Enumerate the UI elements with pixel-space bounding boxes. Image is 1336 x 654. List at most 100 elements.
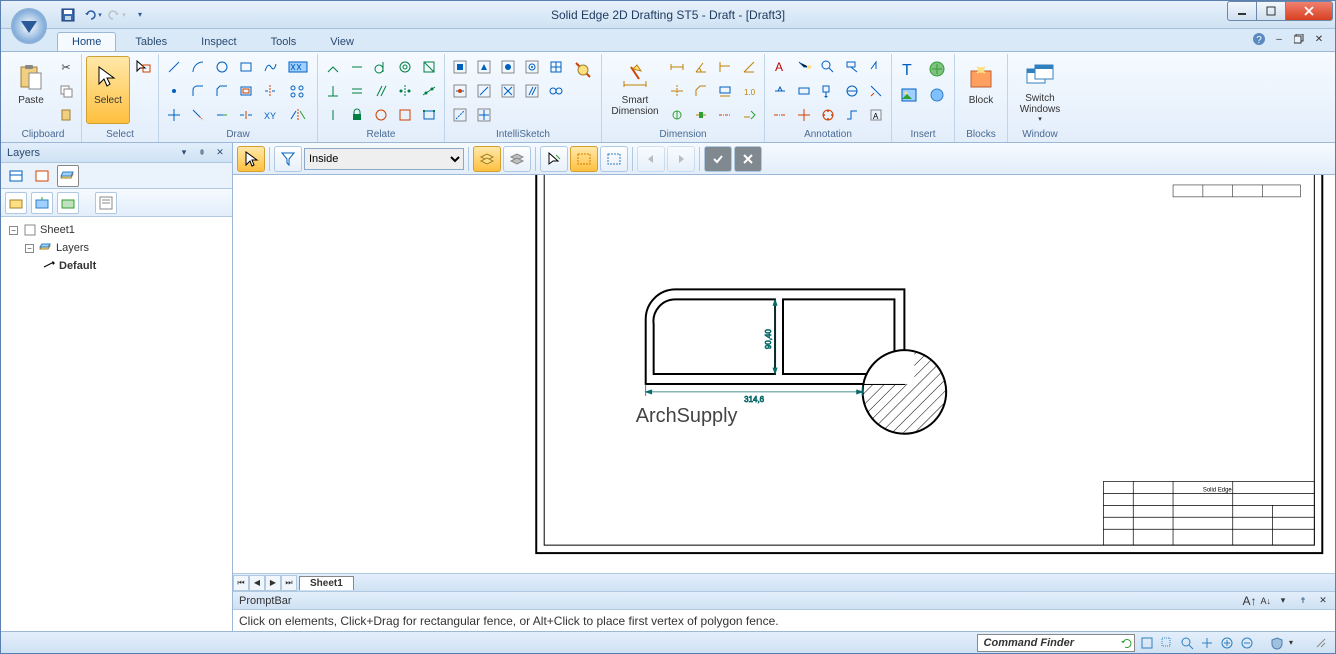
layer-move[interactable] (31, 192, 53, 214)
extend-button[interactable] (211, 104, 233, 126)
is-tangent[interactable] (473, 80, 495, 102)
prompt-close-icon[interactable]: ✕ (1315, 593, 1331, 609)
split-button[interactable] (235, 104, 257, 126)
is-grid[interactable] (545, 56, 567, 78)
ribbon-tab-inspect[interactable]: Inspect (186, 32, 251, 51)
line-button[interactable] (163, 56, 185, 78)
collinear-button[interactable] (418, 80, 440, 102)
copy-button[interactable] (55, 80, 77, 102)
cmd-layers[interactable] (473, 146, 501, 172)
layer-options[interactable] (95, 192, 117, 214)
mirror-button[interactable] (283, 104, 313, 126)
is-ext1[interactable] (449, 104, 471, 126)
trim-button[interactable] (187, 104, 209, 126)
arc-button[interactable] (187, 56, 209, 78)
tree-sheet-node[interactable]: − Sheet1 (5, 221, 228, 239)
dim-retrieve[interactable] (666, 104, 688, 126)
feature-button[interactable] (793, 80, 815, 102)
dim-chamfer[interactable] (690, 80, 712, 102)
dim-angle[interactable] (690, 56, 712, 78)
tree-collapse-icon[interactable]: − (25, 244, 34, 253)
panel-options-icon[interactable]: ▾ (176, 145, 192, 161)
is-options[interactable] (569, 56, 597, 84)
fill-button[interactable] (283, 56, 313, 78)
centerline-button[interactable] (769, 104, 791, 126)
chamfer-button[interactable] (211, 80, 233, 102)
zoom-out-icon[interactable] (1239, 635, 1255, 651)
symmetric-button[interactable] (394, 80, 416, 102)
rect-button[interactable] (235, 56, 257, 78)
cmd-fence-inside[interactable] (570, 146, 598, 172)
cmd-prev[interactable] (637, 146, 665, 172)
layers-tab-1[interactable] (5, 165, 27, 187)
dim-copy[interactable] (738, 104, 760, 126)
is-center[interactable] (497, 56, 519, 78)
horizontal-button[interactable] (346, 56, 368, 78)
ribbon-tab-tools[interactable]: Tools (256, 32, 312, 51)
cmd-deselect[interactable] (540, 146, 568, 172)
mdi-close-icon[interactable]: ✕ (1311, 31, 1327, 47)
help-icon[interactable]: ? (1251, 31, 1267, 47)
select-overlap-button[interactable] (132, 56, 154, 78)
is-perp[interactable] (497, 80, 519, 102)
sheet-first[interactable]: ⏮ (233, 575, 249, 591)
resize-grip-icon[interactable] (1313, 635, 1329, 651)
sheet-next[interactable]: ▶ (265, 575, 281, 591)
zoom-icon[interactable] (1179, 635, 1195, 651)
perpendicular-button[interactable] (322, 80, 344, 102)
cmd-layers-all[interactable] (503, 146, 531, 172)
select-button[interactable]: Select (86, 56, 130, 124)
tree-layers-node[interactable]: − Layers (5, 239, 228, 257)
clipboard-more[interactable] (55, 104, 77, 126)
leader-button[interactable] (793, 56, 815, 78)
target-button[interactable] (841, 80, 863, 102)
vertical-button[interactable] (322, 104, 344, 126)
shield-icon[interactable] (1269, 635, 1285, 651)
panel-close-icon[interactable]: ✕ (212, 145, 228, 161)
is-parallel[interactable] (521, 80, 543, 102)
is-endpoint[interactable] (449, 56, 471, 78)
tree-collapse-icon[interactable]: − (9, 226, 18, 235)
tree-default-layer[interactable]: Default (5, 257, 228, 275)
cmd-accept[interactable] (704, 146, 732, 172)
dim-coord[interactable] (714, 56, 736, 78)
datum-button[interactable] (817, 80, 839, 102)
layer-new[interactable] (5, 192, 27, 214)
dim-symmetric[interactable] (666, 80, 688, 102)
cut-button[interactable]: ✂ (55, 56, 77, 78)
selection-mode-select[interactable]: Inside (304, 148, 464, 170)
connect-button[interactable] (322, 56, 344, 78)
switch-windows-button[interactable]: Switch Windows ▾ (1012, 56, 1068, 124)
balloon-button[interactable] (817, 56, 839, 78)
is-point[interactable] (449, 80, 471, 102)
symoffset-button[interactable] (259, 80, 281, 102)
circle-button[interactable] (211, 56, 233, 78)
prompt-pin-icon[interactable] (1295, 593, 1311, 609)
bolt-button[interactable] (817, 104, 839, 126)
cmd-filter[interactable] (274, 146, 302, 172)
relate-assist-button[interactable] (370, 104, 392, 126)
point-button[interactable] (163, 80, 185, 102)
cmd-cancel[interactable] (734, 146, 762, 172)
insert-hyperlink[interactable] (924, 84, 950, 106)
sheet-last[interactable]: ⏭ (281, 575, 297, 591)
paste-button[interactable]: Paste (9, 56, 53, 124)
is-intersect[interactable] (521, 56, 543, 78)
undo-button[interactable]: ▾ (81, 4, 103, 26)
dim-attach[interactable] (690, 104, 712, 126)
redo-button[interactable]: ▾ (105, 4, 127, 26)
insert-image[interactable] (896, 84, 922, 106)
drawing-canvas[interactable]: 314,6 90,40 ArchSupply (233, 175, 1335, 573)
prompt-options-icon[interactable]: ▾ (1275, 593, 1291, 609)
cmd-next[interactable] (667, 146, 695, 172)
zoom-area-icon[interactable] (1159, 635, 1175, 651)
refresh-icon[interactable] (1119, 635, 1135, 651)
qat-customize[interactable]: ▾ (129, 4, 151, 26)
lock-button[interactable] (346, 104, 368, 126)
zoom-fit-icon[interactable] (1139, 635, 1155, 651)
ribbon-tab-view[interactable]: View (315, 32, 369, 51)
text-size-large-icon[interactable]: A↑ (1242, 594, 1256, 608)
maximize-button[interactable] (1256, 1, 1286, 21)
edge-button[interactable] (865, 80, 887, 102)
mdi-minimize-icon[interactable]: ‒ (1271, 31, 1287, 47)
